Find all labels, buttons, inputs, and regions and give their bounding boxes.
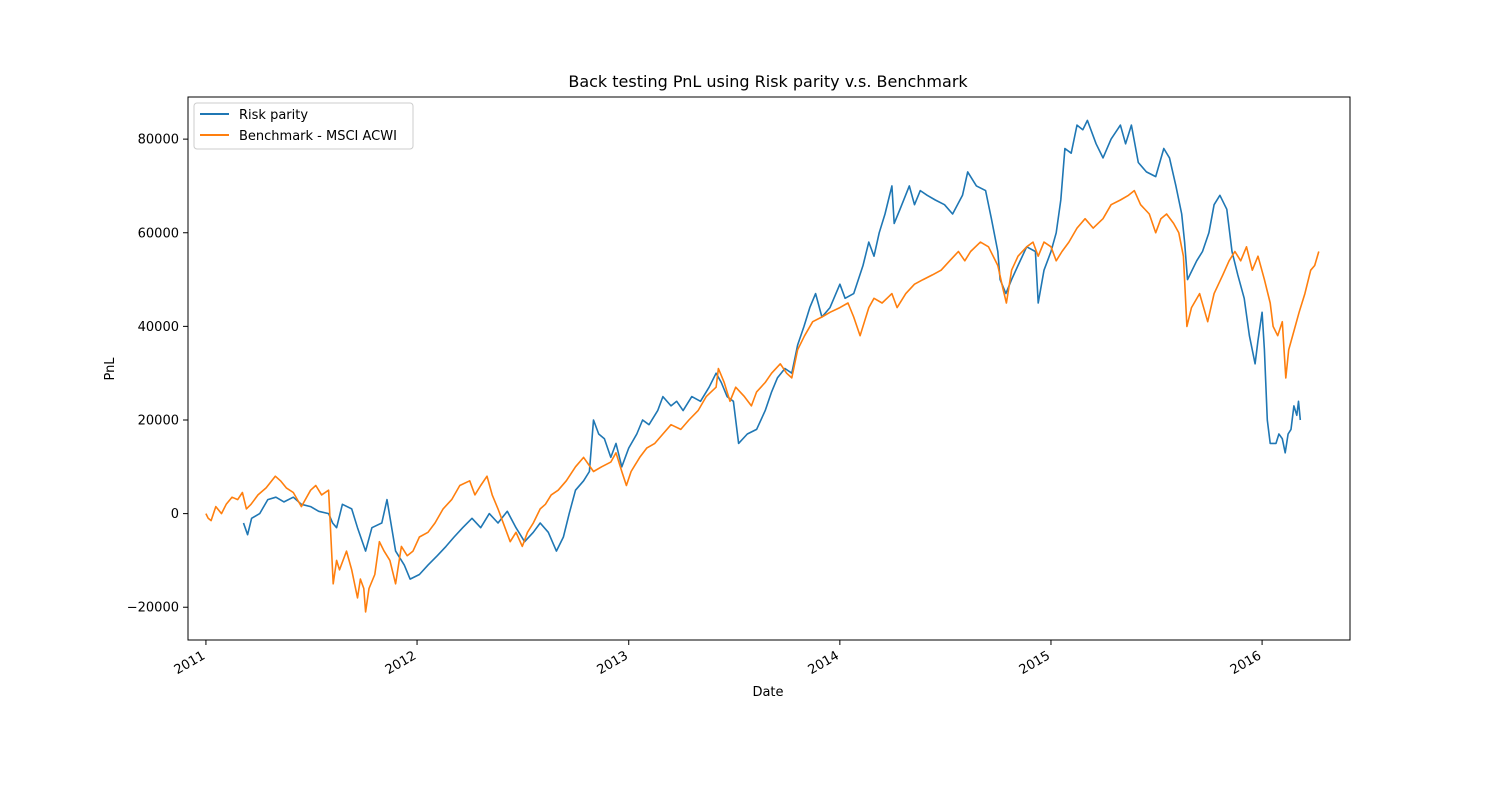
legend-box — [193, 102, 414, 150]
plot-frame — [187, 96, 1351, 641]
legend-label: Risk parity — [239, 108, 308, 123]
legend-label: Benchmark - MSCI ACWI — [239, 129, 397, 144]
y-tick-label: 80000 — [138, 133, 179, 148]
y-tick-label: 0 — [171, 507, 179, 522]
y-axis: −20000 0 20000 40000 60000 80000 — [127, 133, 188, 616]
series-line-benchmark — [205, 189, 1320, 613]
x-axis-label: Date — [752, 685, 783, 700]
y-axis-label: PnL — [103, 357, 118, 381]
series-line-risk-parity — [242, 119, 1302, 580]
y-tick-label: 20000 — [138, 413, 179, 428]
plot-area — [205, 119, 1320, 613]
chart-title: Back testing PnL using Risk parity v.s. … — [568, 72, 968, 91]
y-tick-label: 40000 — [138, 320, 179, 335]
y-tick-label: −20000 — [127, 601, 179, 616]
y-tick-label: 60000 — [138, 226, 179, 241]
legend: Risk parity Benchmark - MSCI ACWI — [193, 102, 414, 150]
